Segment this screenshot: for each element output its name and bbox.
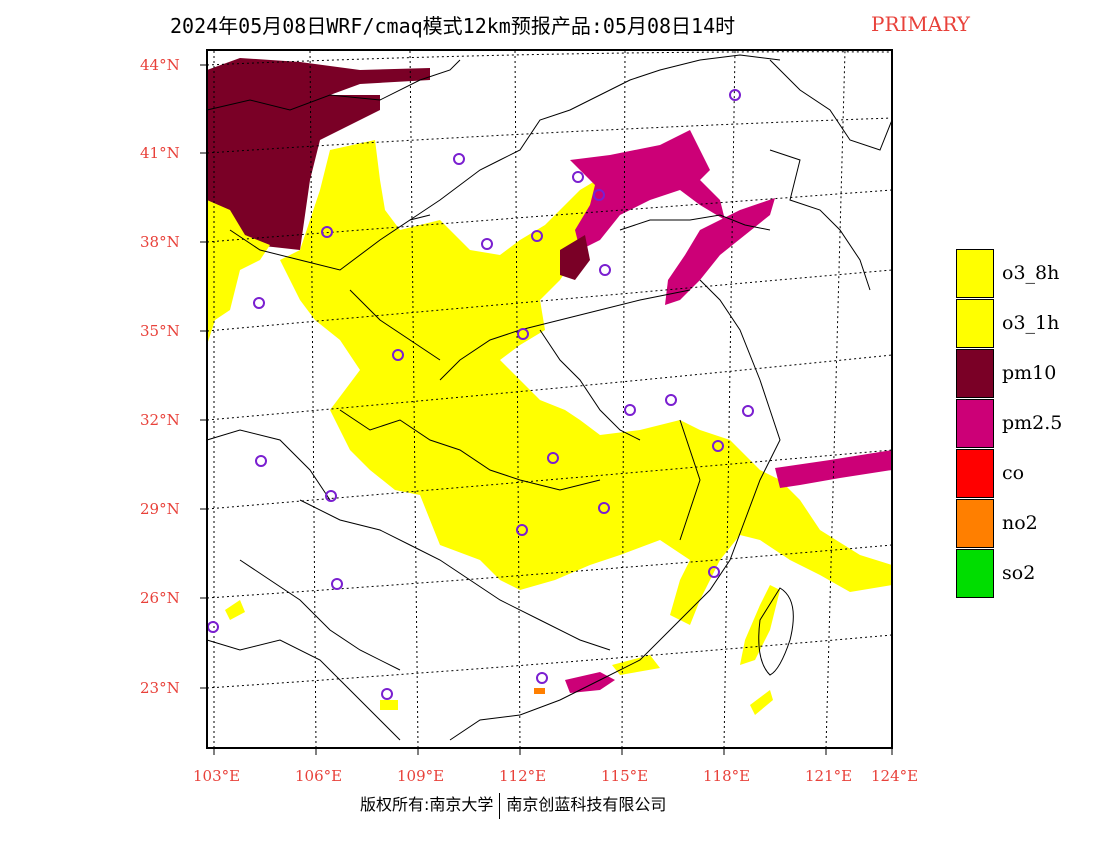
o3-small-e: [750, 690, 773, 715]
legend-swatch: [956, 399, 994, 448]
pm25-liaodong-area: [665, 198, 775, 305]
station-marker: [207, 621, 219, 633]
station-marker: [712, 440, 724, 452]
legend-item-pm10: pm10: [956, 349, 1096, 399]
station-marker: [453, 153, 465, 165]
lon-label-109e: 109°E: [397, 767, 445, 785]
station-marker: [572, 171, 584, 183]
legend-swatch: [956, 499, 994, 548]
station-marker: [624, 404, 636, 416]
station-marker: [331, 578, 343, 590]
lat-label-29n: 29°N: [140, 500, 180, 518]
copyright-footer: 版权所有:南京大学 南京创蓝科技有限公司: [360, 791, 666, 819]
station-marker: [517, 328, 529, 340]
lat-label-23n: 23°N: [140, 679, 180, 697]
station-marker: [708, 566, 720, 578]
axis-ticks: [200, 64, 893, 755]
station-marker: [516, 524, 528, 536]
legend-item-pm25: pm2.5: [956, 399, 1096, 449]
lat-label-44n: 44°N: [140, 56, 180, 74]
lon-label-124e: 124°E: [871, 767, 919, 785]
legend-label: no2: [1002, 512, 1038, 534]
station-marker: [536, 672, 548, 684]
lon-label-118e: 118°E: [703, 767, 751, 785]
lon-label-115e: 115°E: [601, 767, 649, 785]
station-markers: [207, 89, 754, 700]
pm25-guangdong-area: [565, 672, 615, 693]
pm10-area: [207, 58, 430, 250]
station-marker: [742, 405, 754, 417]
legend-label: o3_1h: [1002, 312, 1060, 334]
station-marker: [255, 455, 267, 467]
lat-label-35n: 35°N: [140, 322, 180, 340]
station-marker: [593, 189, 605, 201]
o3-central-area: [280, 140, 892, 625]
copyright-text: 版权所有:南京大学: [360, 795, 494, 814]
primary-tag: PRIMARY: [871, 12, 970, 36]
lon-label-121e: 121°E: [805, 767, 853, 785]
station-marker: [531, 230, 543, 242]
station-marker: [598, 502, 610, 514]
lon-label-106e: 106°E: [295, 767, 343, 785]
station-marker: [381, 688, 393, 700]
map-title: 2024年05月08日WRF/cmaq模式12km预报产品:05月08日14时: [170, 14, 736, 38]
pollutant-fields: [207, 58, 892, 715]
legend-label: pm2.5: [1002, 412, 1063, 434]
lon-label-112e: 112°E: [499, 767, 547, 785]
station-marker: [392, 349, 404, 361]
map-frame: [206, 49, 893, 749]
legend-item-so2: so2: [956, 549, 1096, 599]
legend-swatch: [956, 349, 994, 398]
station-marker: [547, 452, 559, 464]
pm25-east-sea-area: [775, 450, 892, 488]
lat-label-26n: 26°N: [140, 589, 180, 607]
station-marker: [253, 297, 265, 309]
lat-label-38n: 38°N: [140, 233, 180, 251]
station-marker: [729, 89, 741, 101]
o3-small-s2: [380, 700, 398, 710]
legend-item-no2: no2: [956, 499, 1096, 549]
o3-taiwan-area: [740, 585, 780, 665]
o3-small-s: [612, 655, 660, 675]
pm10-north-china-area: [560, 235, 590, 280]
legend-label: so2: [1002, 562, 1036, 584]
footer-separator: [499, 792, 501, 819]
no2-small-area: [534, 688, 545, 694]
station-marker: [599, 264, 611, 276]
station-marker: [481, 238, 493, 250]
legend-label: co: [1002, 462, 1025, 484]
lat-label-41n: 41°N: [140, 144, 180, 162]
boundaries: [206, 54, 893, 741]
legend-item-o3-8h: o3_8h: [956, 249, 1096, 299]
pm25-beijing-area: [570, 130, 725, 250]
company-text: 南京创蓝科技有限公司: [506, 795, 667, 814]
legend-swatch: [956, 299, 994, 348]
station-marker: [325, 490, 337, 502]
legend-swatch: [956, 549, 994, 598]
lon-label-103e: 103°E: [193, 767, 241, 785]
lat-label-32n: 32°N: [140, 411, 180, 429]
legend-label: o3_8h: [1002, 262, 1060, 284]
o3-west-area: [207, 200, 270, 345]
legend-label: pm10: [1002, 362, 1057, 384]
legend-item-co: co: [956, 449, 1096, 499]
o3-small-sw: [225, 600, 245, 620]
legend-item-o3-1h: o3_1h: [956, 299, 1096, 349]
station-marker: [321, 226, 333, 238]
station-marker: [665, 394, 677, 406]
legend-swatch: [956, 249, 994, 298]
legend-swatch: [956, 449, 994, 498]
